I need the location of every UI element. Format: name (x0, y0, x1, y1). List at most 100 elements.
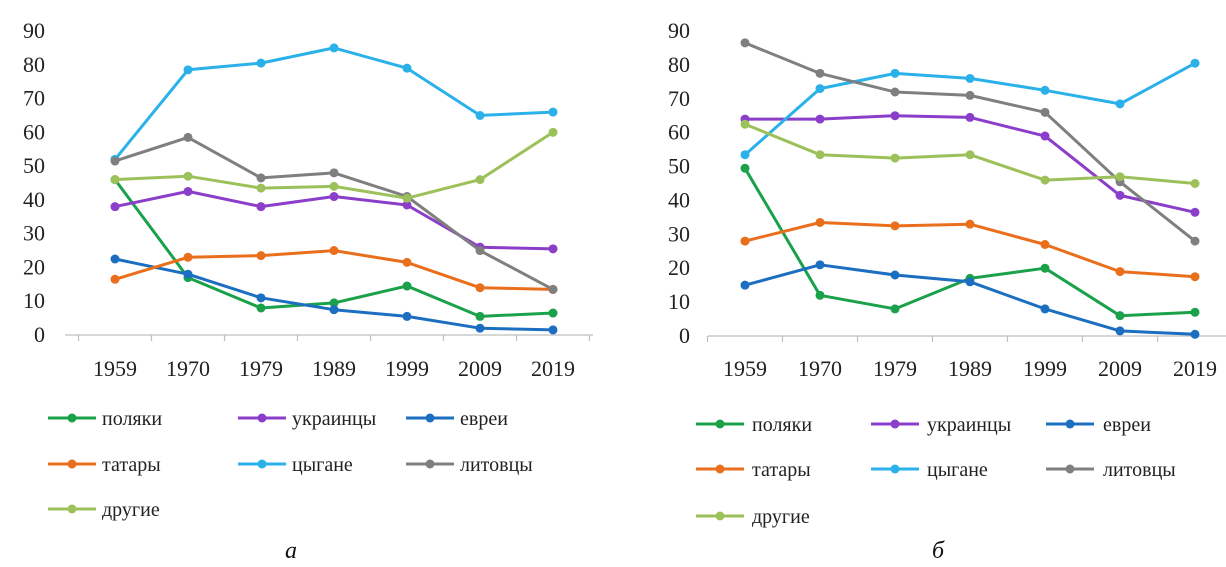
series-line-поляки (743, 166, 1197, 318)
legend-item-татары: татары (48, 454, 161, 476)
legend-item-литовцы: литовцы (1046, 459, 1176, 481)
y-tick-label: 20 (23, 254, 45, 279)
legend-item-украинцы: украинцы (238, 408, 376, 430)
data-point-другие (1115, 172, 1125, 182)
data-point-татары (329, 246, 339, 256)
legend-marker (67, 504, 77, 514)
y-tick-label: 80 (668, 52, 690, 77)
data-point-другие (815, 150, 825, 160)
data-point-цыгане (183, 65, 193, 75)
data-point-украинцы (402, 200, 412, 210)
y-tick-label: 80 (23, 52, 45, 77)
data-point-цыгане (402, 63, 412, 73)
x-tick-label: 1999 (385, 356, 429, 381)
legend-item-поляки: поляки (48, 408, 162, 430)
data-point-поляки (256, 303, 266, 313)
data-point-татары (402, 257, 412, 267)
data-point-поляки (1190, 307, 1200, 317)
legend-item-литовцы: литовцы (406, 454, 533, 476)
panel-label: б (932, 538, 945, 564)
data-point-евреи (890, 270, 900, 280)
data-point-литовцы (890, 87, 900, 97)
x-tick-label: 1959 (723, 356, 767, 381)
data-point-евреи (548, 325, 558, 335)
data-point-украинцы (110, 202, 120, 212)
data-point-литовцы (183, 132, 193, 142)
data-point-поляки (1040, 263, 1050, 273)
data-point-татары (475, 283, 485, 293)
legend-marker (425, 459, 435, 469)
data-point-поляки (1115, 311, 1125, 321)
data-point-татары (1190, 272, 1200, 282)
data-point-цыгане (1190, 58, 1200, 68)
data-point-татары (1040, 240, 1050, 249)
data-point-татары (815, 217, 825, 227)
legend-marker (890, 419, 900, 429)
data-point-литовцы (1190, 236, 1200, 246)
data-point-поляки (815, 290, 825, 300)
series-line-татары (743, 221, 1197, 279)
data-point-евреи (1190, 329, 1200, 339)
data-point-татары (256, 251, 266, 261)
data-point-украинцы (548, 244, 558, 254)
chart-panel-2: 0 10 20 30 40 50 60 70 80 90 1959 1970 1979 1989 1999 2… (668, 18, 1226, 564)
x-tick-label: 1979 (873, 356, 917, 381)
data-point-цыгане (965, 73, 975, 83)
y-tick-label: 50 (23, 153, 45, 178)
legend-item-другие: другие (696, 506, 810, 528)
legend-marker (257, 459, 267, 469)
data-point-другие (890, 153, 900, 163)
legend-label: украинцы (927, 414, 1011, 436)
data-point-другие (740, 119, 750, 129)
data-point-литовцы (256, 173, 266, 183)
legend-marker (715, 511, 725, 521)
legend-item-евреи: евреи (1046, 414, 1151, 436)
data-point-евреи (965, 277, 975, 287)
y-tick-label: 70 (23, 86, 45, 111)
data-point-литовцы (1040, 107, 1050, 117)
y-tick-label: 50 (668, 154, 690, 179)
data-point-цыгане (1040, 85, 1050, 95)
data-point-цыгане (548, 107, 558, 117)
data-point-другие (256, 183, 266, 193)
legend-label: цыгане (927, 459, 988, 481)
data-point-украинцы (1115, 190, 1125, 200)
x-tick-label: 1970 (166, 356, 210, 381)
data-point-татары (890, 221, 900, 231)
data-point-украинцы (329, 192, 339, 202)
data-point-татары (183, 252, 193, 262)
legend-marker (425, 413, 435, 423)
legend-item-цыгане: цыгане (871, 459, 988, 481)
data-point-украинцы (890, 111, 900, 121)
x-tick-label: 2009 (1098, 356, 1142, 381)
data-point-поляки (548, 308, 558, 318)
data-point-цыгане (256, 58, 266, 68)
legend-label: литовцы (460, 454, 533, 476)
y-tick-label: 60 (668, 120, 690, 145)
legend-label: украинцы (292, 408, 376, 430)
y-tick-label: 90 (668, 18, 690, 43)
legend-item-другие: другие (48, 499, 160, 521)
legend-marker (67, 413, 77, 423)
series-line-цыгане (113, 46, 555, 161)
legend-label: литовцы (1103, 459, 1176, 481)
data-point-поляки (329, 298, 339, 308)
legend-item-татары: татары (696, 459, 811, 481)
data-point-другие (402, 193, 412, 203)
data-point-литовцы (329, 168, 339, 178)
chart-panel-1: 0 10 20 30 40 50 60 70 80 90 1959 1970 1979 1989 1999 2… (23, 18, 593, 564)
data-point-евреи (183, 269, 193, 279)
x-tick-label: 1970 (798, 356, 842, 381)
data-point-евреи (1115, 326, 1125, 336)
data-point-украинцы (1040, 131, 1050, 141)
data-point-литовцы (475, 246, 485, 256)
legend-label: татары (752, 459, 811, 481)
y-tick-label: 10 (23, 288, 45, 313)
data-point-литовцы (740, 38, 750, 48)
data-point-другие (965, 150, 975, 160)
legend-item-евреи: евреи (406, 408, 508, 430)
data-point-цыгане (815, 84, 825, 94)
legend-marker (890, 464, 900, 474)
data-point-цыгане (329, 43, 339, 53)
y-tick-label: 30 (668, 221, 690, 246)
